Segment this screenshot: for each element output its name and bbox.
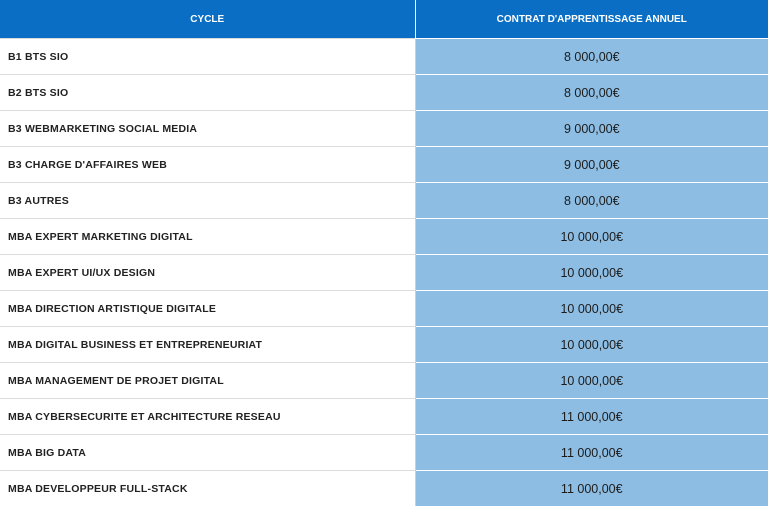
cycle-cell: B3 CHARGE D'AFFAIRES WEB — [0, 146, 416, 183]
cycle-cell: B3 AUTRES — [0, 182, 416, 219]
contract-price-cell: 10 000,00€ — [415, 218, 768, 255]
contract-column-header: CONTRAT D'APPRENTISSAGE ANNUEL — [415, 0, 768, 39]
table-row: B3 CHARGE D'AFFAIRES WEB 9 000,00€ — [0, 146, 768, 183]
table-row: MBA MANAGEMENT DE PROJET DIGITAL 10 000,0… — [0, 362, 768, 399]
table-row: MBA EXPERT UI/UX DESIGN 10 000,00€ — [0, 254, 768, 291]
cycle-column-header: CYCLE — [0, 0, 416, 39]
contract-price-cell: 11 000,00€ — [415, 470, 768, 506]
cycle-cell: MBA BIG DATA — [0, 434, 416, 471]
contract-price-cell: 9 000,00€ — [415, 146, 768, 183]
table-row: MBA BIG DATA 11 000,00€ — [0, 434, 768, 471]
table-row: B3 WEBMARKETING SOCIAL MEDIA 9 000,00€ — [0, 110, 768, 147]
contract-price-cell: 10 000,00€ — [415, 326, 768, 363]
table-row: MBA DEVELOPPEUR FULL-STACK 11 000,00€ — [0, 470, 768, 506]
cycle-cell: MBA DIGITAL BUSINESS ET ENTREPRENEURIAT — [0, 326, 416, 363]
contract-price-cell: 11 000,00€ — [415, 398, 768, 435]
table-row: B1 BTS SIO 8 000,00€ — [0, 38, 768, 75]
table-row: MBA EXPERT MARKETING DIGITAL 10 000,00€ — [0, 218, 768, 255]
cycle-cell: MBA EXPERT MARKETING DIGITAL — [0, 218, 416, 255]
contract-price-cell: 8 000,00€ — [415, 182, 768, 219]
table-row: B2 BTS SIO 8 000,00€ — [0, 74, 768, 111]
contract-price-cell: 10 000,00€ — [415, 290, 768, 327]
table-row: MBA DIGITAL BUSINESS ET ENTREPRENEURIAT 1… — [0, 326, 768, 363]
cycle-cell: MBA EXPERT UI/UX DESIGN — [0, 254, 416, 291]
cycle-cell: MBA DIRECTION ARTISTIQUE DIGITALE — [0, 290, 416, 327]
cycle-cell: B3 WEBMARKETING SOCIAL MEDIA — [0, 110, 416, 147]
table-header-row: CYCLE CONTRAT D'APPRENTISSAGE ANNUEL — [0, 0, 768, 39]
cycle-cell: MBA CYBERSECURITE ET ARCHITECTURE RESEAU — [0, 398, 416, 435]
contract-price-cell: 10 000,00€ — [415, 362, 768, 399]
contract-price-cell: 8 000,00€ — [415, 38, 768, 75]
cycle-cell: B2 BTS SIO — [0, 74, 416, 111]
contract-price-cell: 9 000,00€ — [415, 110, 768, 147]
table-row: MBA CYBERSECURITE ET ARCHITECTURE RESEAU… — [0, 398, 768, 435]
table-body: B1 BTS SIO 8 000,00€ B2 BTS SIO 8 000,00€ B3… — [0, 38, 768, 506]
contract-price-cell: 8 000,00€ — [415, 74, 768, 111]
cycle-cell: MBA DEVELOPPEUR FULL-STACK — [0, 470, 416, 506]
contract-price-cell: 10 000,00€ — [415, 254, 768, 291]
cycle-cell: MBA MANAGEMENT DE PROJET DIGITAL — [0, 362, 416, 399]
table-row: B3 AUTRES 8 000,00€ — [0, 182, 768, 219]
cycle-cell: B1 BTS SIO — [0, 38, 416, 75]
table-row: MBA DIRECTION ARTISTIQUE DIGITALE 10 000,… — [0, 290, 768, 327]
contract-price-cell: 11 000,00€ — [415, 434, 768, 471]
